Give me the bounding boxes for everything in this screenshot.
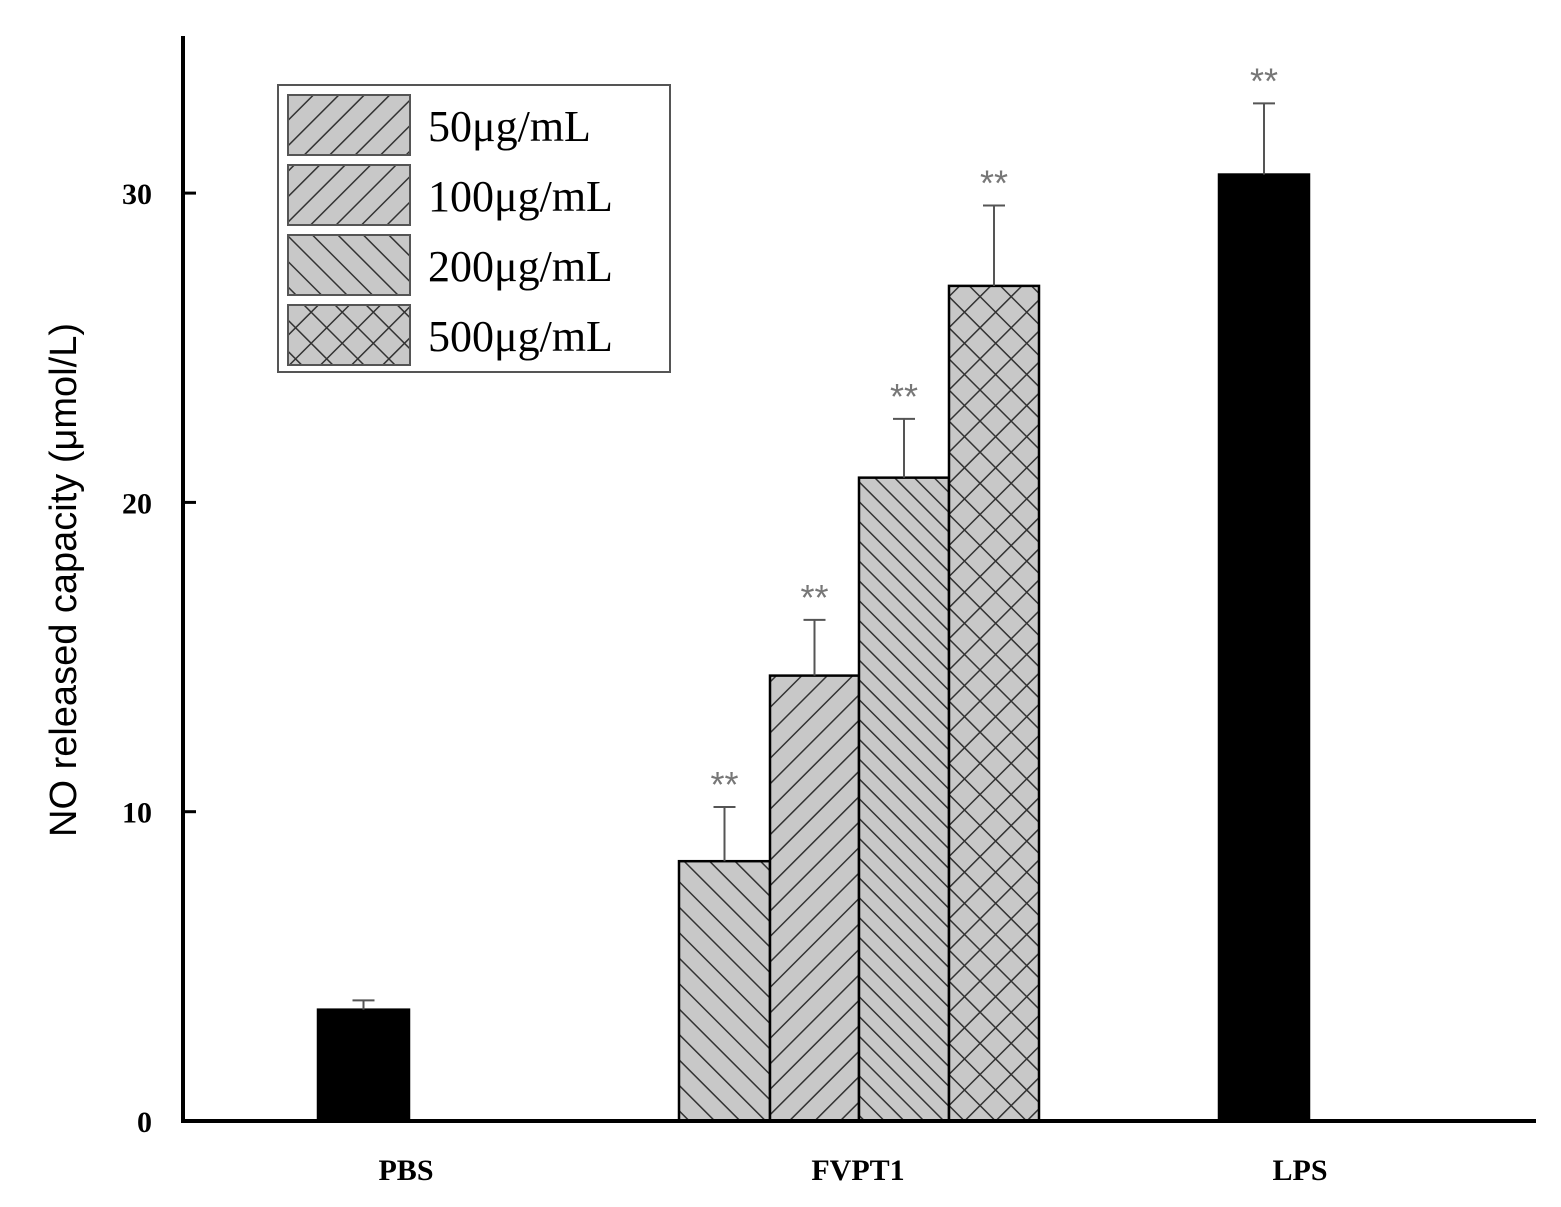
legend-label: 200μg/mL	[428, 242, 613, 291]
significance-marker: **	[980, 162, 1008, 203]
legend-swatch	[287, 304, 411, 366]
legend-label: 50μg/mL	[428, 102, 591, 151]
bar	[768, 674, 861, 1123]
x-axis-tick-labels: PBS FVPT1 LPS	[378, 1154, 1327, 1187]
legend-swatch	[287, 164, 411, 226]
y-tick-label: 10	[122, 797, 152, 830]
bar	[677, 859, 772, 1123]
significance-marker: **	[890, 376, 918, 417]
y-axis-ticks: 0 10 20 30	[122, 178, 196, 1139]
legend-swatch	[287, 234, 411, 296]
y-tick-label: 0	[137, 1106, 152, 1139]
bars-group: ** ** ** ** **	[316, 60, 1311, 1123]
bar	[316, 1008, 411, 1123]
legend-swatch	[287, 94, 411, 156]
x-tick-label: LPS	[1272, 1154, 1327, 1187]
x-tick-label: PBS	[378, 1154, 433, 1187]
x-tick-label: FVPT1	[811, 1154, 904, 1187]
bar	[947, 284, 1041, 1123]
y-tick-label: 20	[122, 487, 152, 520]
legend-label: 500μg/mL	[428, 312, 613, 361]
y-axis-label: NO released capacity (μmol/L)	[43, 323, 85, 837]
bar	[1217, 173, 1311, 1123]
legend-label: 100μg/mL	[428, 172, 613, 221]
significance-marker: **	[1250, 60, 1278, 101]
y-tick-label: 30	[122, 178, 152, 211]
significance-marker: **	[710, 764, 738, 805]
legend: 50μg/mL 100μg/mL 200μg/mL 500μg/mL	[277, 84, 671, 373]
significance-marker: **	[800, 577, 828, 618]
bar	[857, 476, 951, 1123]
